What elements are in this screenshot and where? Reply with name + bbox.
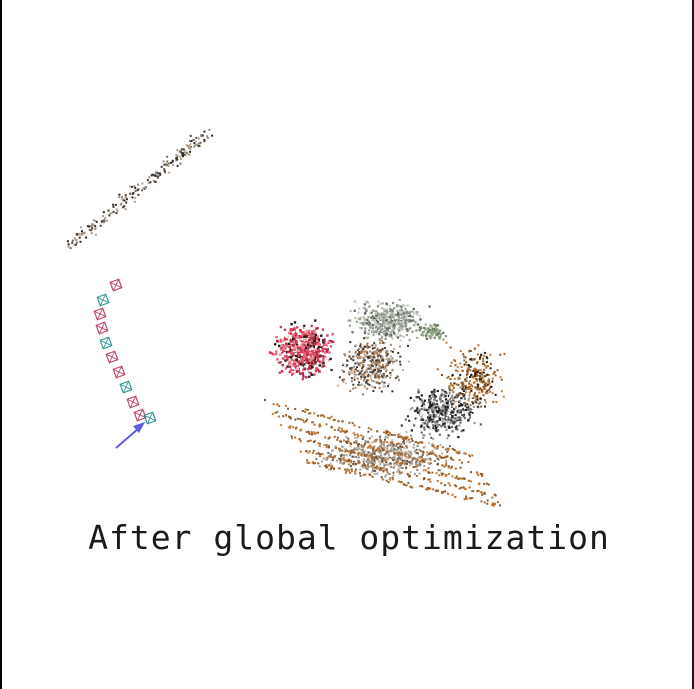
camera-frustum-icon bbox=[95, 321, 109, 335]
sparse-point-strip bbox=[66, 128, 214, 250]
camera-trajectory bbox=[93, 278, 157, 425]
camera-frustum-icon bbox=[143, 411, 157, 425]
camera-frustum-icon bbox=[119, 380, 133, 394]
camera-frustum-icon bbox=[109, 278, 123, 292]
camera-frustum-icon bbox=[126, 395, 140, 409]
camera-frustum-icon bbox=[99, 336, 113, 350]
camera-frustum-icon bbox=[133, 408, 147, 422]
camera-frustum-icon bbox=[93, 307, 107, 321]
camera-frustum-icon bbox=[96, 293, 110, 307]
arrow-icon bbox=[115, 422, 145, 449]
camera-frustum-icon bbox=[112, 365, 126, 379]
camera-frustum-icon bbox=[105, 350, 119, 364]
caption: After global optimization bbox=[88, 518, 610, 557]
main-point-cloud bbox=[264, 298, 506, 507]
